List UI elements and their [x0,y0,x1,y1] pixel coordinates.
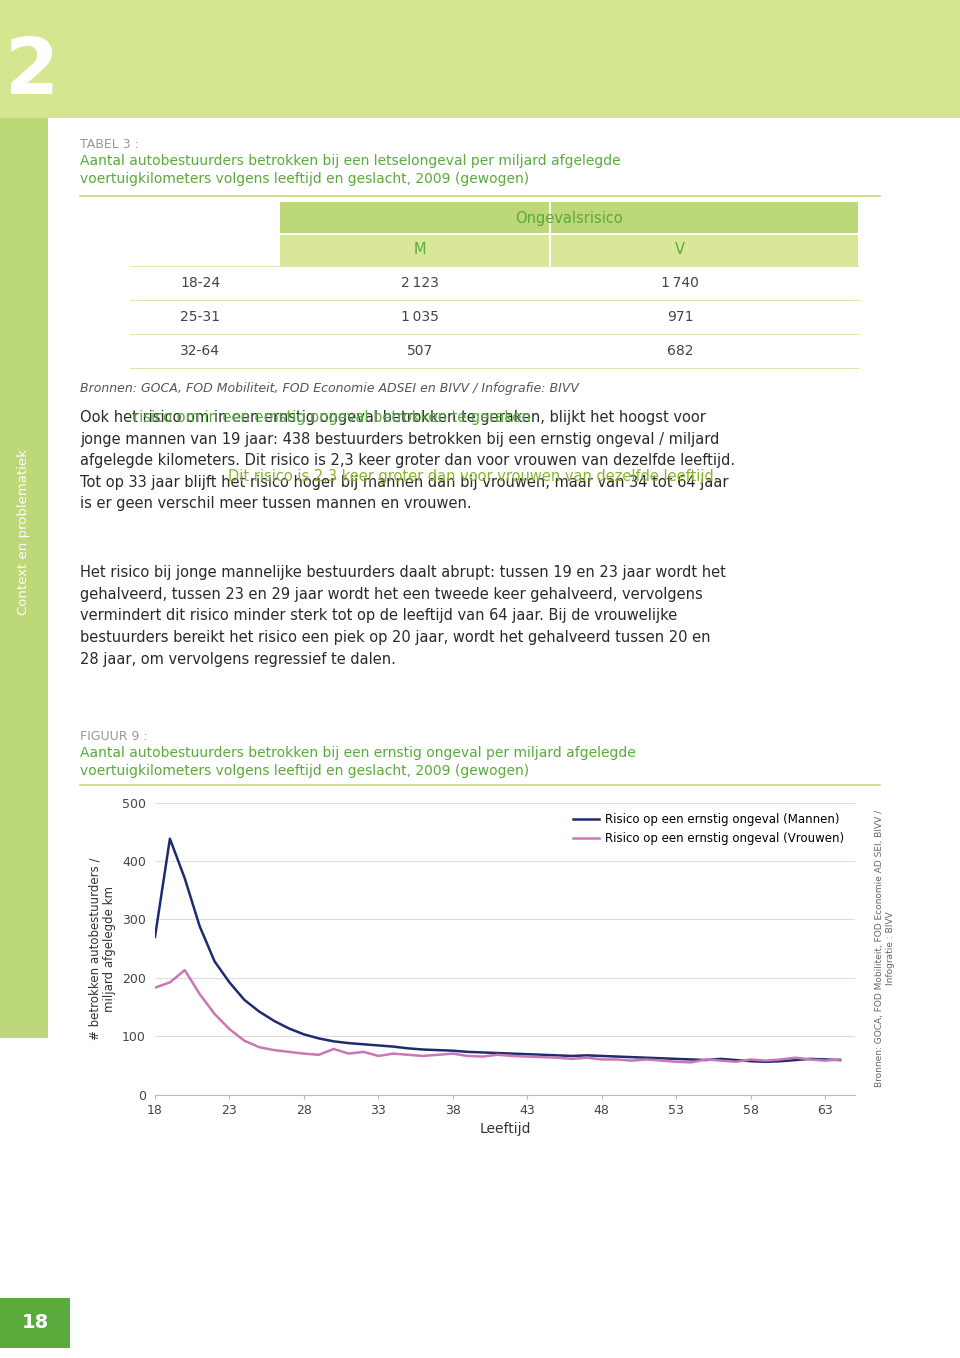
Text: Dit risico is 2,3 keer groter dan voor vrouwen van dezelfde leeftijd.: Dit risico is 2,3 keer groter dan voor v… [228,469,718,483]
Text: TABEL 3 :: TABEL 3 : [80,139,139,151]
Text: Het risico bij jonge mannelijke bestuurders daalt abrupt: tussen 19 en 23 jaar w: Het risico bij jonge mannelijke bestuurd… [80,565,726,667]
Text: risico om in een ernstig ongeval betrokken te geraken: risico om in een ernstig ongeval betrokk… [133,410,531,425]
Text: Ook het risico om in een ernstig ongeval betrokken te geraken, blijkt het hoogst: Ook het risico om in een ernstig ongeval… [80,410,735,512]
Text: 2 123: 2 123 [401,276,439,291]
Text: 2: 2 [5,34,60,110]
Text: 18: 18 [21,1313,49,1332]
Text: Bronnen: GOCA, FOD Mobiliteit, FOD Economie AD SEI, BIVV /
Infogratie : BIVV: Bronnen: GOCA, FOD Mobiliteit, FOD Econo… [876,809,895,1086]
Text: Aantal autobestuurders betrokken bij een letselongeval per miljard afgelegde
voe: Aantal autobestuurders betrokken bij een… [80,153,620,186]
Text: 507: 507 [407,344,433,359]
Text: FIGUUR 9 :: FIGUUR 9 : [80,731,148,743]
Text: 682: 682 [667,344,693,359]
X-axis label: Leeftijd: Leeftijd [479,1122,531,1137]
Bar [0,0,960,118]
Y-axis label: # betrokken autobestuurders /
miljard afgelegde km: # betrokken autobestuurders / miljard af… [88,857,116,1040]
Bar [280,202,858,234]
Text: 1 740: 1 740 [661,276,699,291]
Bar [0,1298,70,1348]
Bar [280,234,858,266]
Text: 1 035: 1 035 [401,310,439,325]
Legend: Risico op een ernstig ongeval (Mannen), Risico op een ernstig ongeval (Vrouwen): Risico op een ernstig ongeval (Mannen), … [568,808,849,850]
Text: Aantal autobestuurders betrokken bij een ernstig ongeval per miljard afgelegde
v: Aantal autobestuurders betrokken bij een… [80,746,636,778]
Text: 971: 971 [667,310,693,325]
Text: Context en problematiek: Context en problematiek [17,449,31,615]
Text: V: V [675,243,685,258]
Text: 32-64: 32-64 [180,344,220,359]
Text: Ongevalsrisico: Ongevalsrisico [516,210,623,225]
Text: M: M [414,243,426,258]
Text: 18-24: 18-24 [180,276,220,291]
Bar [0,118,48,1038]
Text: Bronnen: GOCA, FOD Mobiliteit, FOD Economie ADSEI en BIVV / Infografie: BIVV: Bronnen: GOCA, FOD Mobiliteit, FOD Econo… [80,382,579,395]
Text: 25-31: 25-31 [180,310,220,325]
